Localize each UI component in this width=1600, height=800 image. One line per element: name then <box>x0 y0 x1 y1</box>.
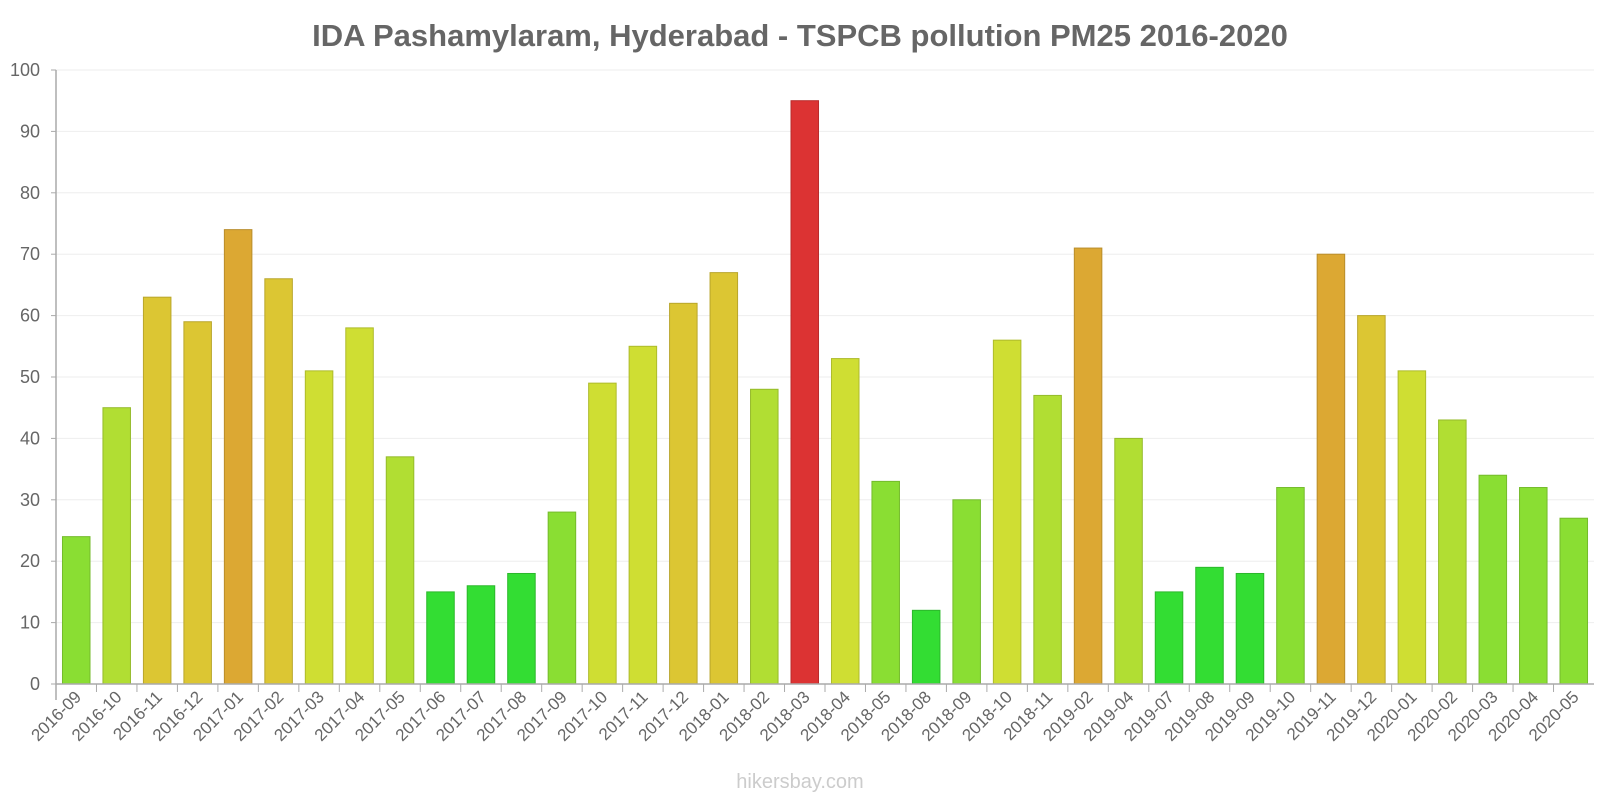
bar-2019-07 <box>1154 591 1184 685</box>
bars <box>61 100 1589 685</box>
bar-2018-10 <box>992 339 1022 685</box>
bar-2018-02 <box>750 388 779 685</box>
bar-2016-11 <box>142 296 172 685</box>
bar-2019-08 <box>1195 566 1224 685</box>
bar-2016-12 <box>183 321 212 685</box>
bar-2017-01 <box>223 229 253 685</box>
y-tick-label: 0 <box>30 674 40 694</box>
y-tick-label: 70 <box>20 244 40 264</box>
bar-2017-04 <box>345 327 374 685</box>
bar-2017-02 <box>264 278 293 685</box>
bar-2019-09 <box>1235 572 1265 685</box>
y-tick-label: 50 <box>20 367 40 387</box>
bar-2019-04 <box>1114 437 1143 685</box>
bar-2020-03 <box>1478 474 1508 685</box>
bar-2019-02 <box>1073 247 1103 685</box>
bar-2017-12 <box>669 302 698 685</box>
bar-2020-05 <box>1559 517 1589 685</box>
watermark: hikersbay.com <box>736 771 863 793</box>
y-tick-label: 90 <box>20 121 40 141</box>
bar-2018-08 <box>911 609 941 685</box>
y-axis-ticks: 0 10 20 30 40 50 60 70 80 90 100 <box>10 60 56 694</box>
bar-2018-05 <box>871 480 900 685</box>
bar-2019-10 <box>1276 487 1305 685</box>
bar-2017-05 <box>385 456 415 685</box>
bar-2017-06 <box>426 591 455 685</box>
y-tick-label: 80 <box>20 183 40 203</box>
bar-2016-10 <box>102 407 131 685</box>
bar-2017-09 <box>547 511 577 685</box>
bar-2020-04 <box>1519 487 1548 685</box>
y-tick-label: 100 <box>10 60 40 80</box>
bar-2018-01 <box>709 272 739 685</box>
bar-2016-09 <box>61 536 91 685</box>
y-tick-label: 10 <box>20 613 40 633</box>
bar-2018-09 <box>952 499 981 685</box>
bar-2017-07 <box>466 585 496 685</box>
x-axis-ticks: 2016-092016-102016-112016-122017-012017-… <box>28 684 1583 745</box>
y-tick-label: 20 <box>20 551 40 571</box>
bar-2017-08 <box>507 572 536 685</box>
y-tick-label: 30 <box>20 490 40 510</box>
bar-2019-11 <box>1316 253 1346 685</box>
bar-2020-02 <box>1438 419 1467 685</box>
bar-2018-03 <box>790 100 820 685</box>
chart-title: IDA Pashamylaram, Hyderabad - TSPCB poll… <box>312 18 1288 53</box>
bar-2019-12 <box>1357 315 1386 685</box>
bar-2018-04 <box>830 358 860 685</box>
bar-2017-10 <box>588 382 617 685</box>
bar-2017-03 <box>304 370 334 685</box>
bar-2020-01 <box>1397 370 1427 685</box>
bar-2017-11 <box>628 345 658 685</box>
y-tick-label: 60 <box>20 306 40 326</box>
bar-2018-11 <box>1033 394 1062 685</box>
y-tick-label: 40 <box>20 428 40 448</box>
